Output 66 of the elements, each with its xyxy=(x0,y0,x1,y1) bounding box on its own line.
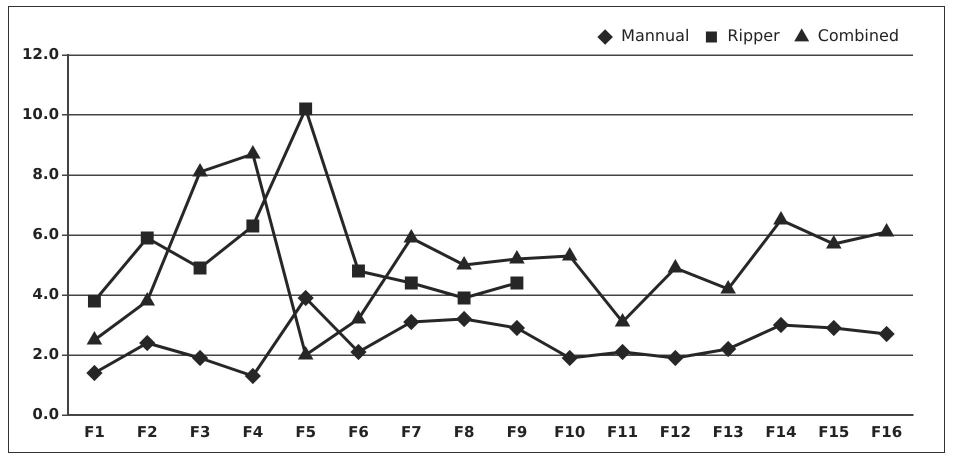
point xyxy=(827,236,840,248)
point xyxy=(194,262,206,274)
point xyxy=(350,344,366,360)
x-tick-label: F9 xyxy=(506,422,528,441)
y-tick-label: 4.0 xyxy=(32,284,60,303)
point xyxy=(615,344,630,360)
x-tick-label: F5 xyxy=(295,422,316,441)
point xyxy=(86,366,102,380)
point xyxy=(509,320,524,336)
point xyxy=(352,264,365,278)
x-tick-label: F11 xyxy=(606,422,638,441)
point xyxy=(298,290,314,306)
y-tick-label: 2.0 xyxy=(32,344,60,363)
x-tick-label: F13 xyxy=(712,422,744,441)
x-tick-label: F14 xyxy=(765,422,797,441)
y-tick-label: 8.0 xyxy=(32,164,60,183)
x-tick-label: F7 xyxy=(400,422,422,441)
x-tick-label: F8 xyxy=(454,422,474,441)
point xyxy=(721,282,735,294)
y-tick-label: 0.0 xyxy=(32,404,60,423)
point xyxy=(88,332,102,344)
point xyxy=(192,350,208,366)
x-tick-label: F6 xyxy=(348,422,369,441)
point xyxy=(352,312,366,324)
point xyxy=(510,276,524,290)
point xyxy=(140,294,154,306)
point xyxy=(140,232,154,244)
legend-label: Ripper xyxy=(727,26,780,46)
point xyxy=(457,258,471,270)
point xyxy=(88,294,101,308)
point xyxy=(563,248,576,260)
x-tick-label: F1 xyxy=(84,422,105,441)
point xyxy=(880,224,894,236)
point xyxy=(616,314,630,326)
legend-label: Mannual xyxy=(621,26,690,46)
point xyxy=(720,342,736,356)
point xyxy=(404,314,419,330)
x-tick-label: F2 xyxy=(136,422,158,441)
x-tick-label: F12 xyxy=(660,422,691,441)
point xyxy=(456,312,472,326)
point xyxy=(773,318,788,332)
point xyxy=(404,230,418,242)
y-tick-label: 12.0 xyxy=(22,44,60,63)
point xyxy=(774,212,788,224)
legend-label: Combined xyxy=(818,26,900,46)
point xyxy=(140,336,155,350)
point xyxy=(458,292,471,304)
point xyxy=(668,350,683,366)
point xyxy=(510,252,524,264)
point xyxy=(193,164,207,176)
point xyxy=(404,276,418,290)
y-tick-label: 6.0 xyxy=(32,224,60,243)
point xyxy=(826,320,842,336)
y-tick-label: 10.0 xyxy=(22,104,60,123)
point xyxy=(668,260,682,272)
x-tick-label: F3 xyxy=(190,422,210,441)
point xyxy=(562,350,578,366)
point xyxy=(879,326,894,342)
x-tick-label: F10 xyxy=(554,422,586,441)
x-tick-label: F4 xyxy=(242,422,264,441)
point xyxy=(246,220,260,232)
x-tick-label: F15 xyxy=(818,422,850,441)
point xyxy=(298,348,312,360)
point xyxy=(245,368,260,384)
x-tick-label: F16 xyxy=(871,422,902,441)
point xyxy=(246,146,260,158)
